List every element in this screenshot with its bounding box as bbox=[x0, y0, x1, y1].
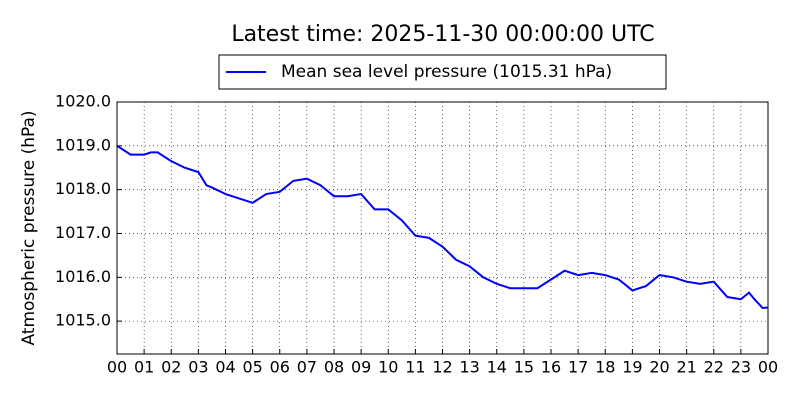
x-tick-label: 14 bbox=[487, 358, 507, 377]
x-tick-label: 22 bbox=[704, 358, 724, 377]
y-tick-label: 1019.0 bbox=[55, 135, 111, 154]
x-tick-label: 08 bbox=[324, 358, 344, 377]
x-tick-label: 19 bbox=[622, 358, 642, 377]
plot-frame bbox=[116, 101, 769, 355]
y-tick-label: 1016.0 bbox=[55, 267, 111, 286]
x-tick-label: 05 bbox=[242, 358, 262, 377]
x-tick-label: 12 bbox=[432, 358, 452, 377]
y-tick-label: 1018.0 bbox=[55, 179, 111, 198]
x-tick-label: 04 bbox=[215, 358, 235, 377]
x-tick-label: 17 bbox=[568, 358, 588, 377]
x-tick-label: 01 bbox=[134, 358, 154, 377]
x-tick-label: 13 bbox=[459, 358, 479, 377]
x-tick-label: 00 bbox=[107, 358, 127, 377]
x-tick-label: 06 bbox=[270, 358, 290, 377]
y-axis-label: Atmospheric pressure (hPa) bbox=[19, 110, 39, 345]
x-tick-label: 20 bbox=[649, 358, 669, 377]
x-tick-label: 07 bbox=[297, 358, 317, 377]
x-tick-label: 02 bbox=[161, 358, 181, 377]
x-tick-label: 21 bbox=[676, 358, 696, 377]
x-tick-label: 11 bbox=[405, 358, 425, 377]
y-tick-label: 1020.0 bbox=[55, 92, 111, 111]
y-tick-label: 1015.0 bbox=[55, 311, 111, 330]
x-tick-label: 16 bbox=[541, 358, 561, 377]
y-tick-label: 1017.0 bbox=[55, 223, 111, 242]
x-tick-label: 10 bbox=[378, 358, 398, 377]
x-tick-label: 00 bbox=[758, 358, 778, 377]
x-tick-label: 15 bbox=[514, 358, 534, 377]
x-tick-label: 18 bbox=[595, 358, 615, 377]
legend-label: Mean sea level pressure (1015.31 hPa) bbox=[281, 62, 612, 82]
x-tick-label: 23 bbox=[731, 358, 751, 377]
x-tick-label: 03 bbox=[188, 358, 208, 377]
legend-box bbox=[218, 54, 667, 90]
line-series bbox=[116, 144, 769, 310]
chart-title: Latest time: 2025-11-30 00:00:00 UTC bbox=[231, 22, 654, 47]
x-tick-label: 09 bbox=[351, 358, 371, 377]
